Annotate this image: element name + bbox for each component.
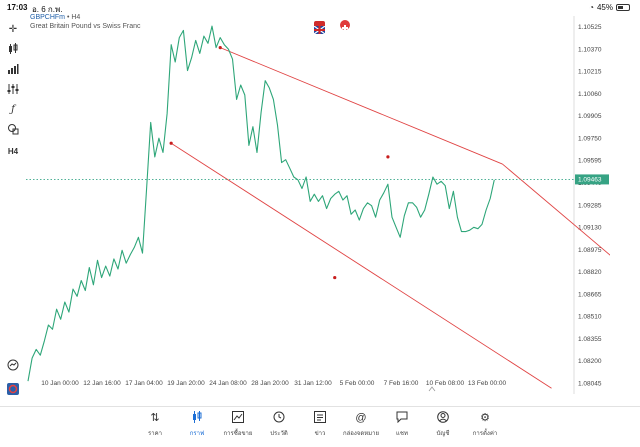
price-series-line bbox=[27, 25, 495, 382]
x-tick-label: 17 Jan 04:00 bbox=[125, 380, 163, 387]
gear-icon: ⚙ bbox=[480, 412, 490, 424]
x-tick-label: 7 Feb 16:00 bbox=[384, 380, 419, 387]
y-tick-label: 1.09285 bbox=[578, 202, 602, 209]
y-tick-label: 1.10215 bbox=[578, 69, 602, 76]
nav-label: บัญชี bbox=[436, 431, 450, 437]
battery-percent: 45% bbox=[596, 3, 613, 12]
trendline-anchor bbox=[169, 141, 173, 145]
nav-label: ข่าว bbox=[314, 431, 326, 437]
nav-accounts[interactable]: บัญชี bbox=[421, 411, 465, 438]
y-tick-label: 1.08820 bbox=[578, 269, 602, 276]
symbol-name: GBPCHFm bbox=[30, 14, 65, 21]
nav-label: ประวัติ bbox=[270, 431, 288, 437]
nav-label: การซื้อขาย bbox=[223, 431, 253, 437]
nav-label: แชท bbox=[396, 431, 408, 437]
status-date: อ. 6 ก.พ. bbox=[32, 5, 63, 14]
x-tick-label: 31 Jan 12:00 bbox=[294, 380, 332, 387]
timeframe-button[interactable]: H4 bbox=[7, 146, 19, 156]
gbp-flag-icon bbox=[313, 21, 326, 35]
chart-type-icon[interactable] bbox=[6, 42, 20, 56]
y-tick-label: 1.08510 bbox=[578, 314, 602, 321]
nav-label: กราฟ bbox=[189, 431, 205, 437]
symbol-timeframe: H4 bbox=[71, 14, 81, 21]
arrows-updown-icon: ⇅ bbox=[150, 412, 160, 424]
settings-sliders-icon[interactable] bbox=[6, 82, 20, 96]
trendline bbox=[170, 142, 552, 389]
scroll-marker-icon bbox=[428, 386, 436, 392]
current-price-box bbox=[575, 174, 609, 185]
chf-flag-icon bbox=[340, 20, 350, 31]
y-tick-label: 1.09905 bbox=[578, 113, 602, 120]
nav-mailbox[interactable]: @ กล่องจดหมาย bbox=[339, 411, 383, 438]
y-tick-label: 1.08200 bbox=[578, 358, 602, 365]
y-tick-label: 1.08045 bbox=[578, 381, 602, 388]
wifi-icon: ◔ bbox=[589, 3, 594, 12]
account-icon bbox=[421, 411, 465, 425]
nav-chart[interactable]: กราฟ bbox=[175, 411, 219, 438]
nav-label: การตั้งค่า bbox=[472, 431, 498, 437]
x-tick-label: 24 Jan 08:00 bbox=[209, 380, 247, 387]
x-tick-label: 12 Jan 16:00 bbox=[83, 380, 121, 387]
y-tick-label: 1.09750 bbox=[578, 135, 602, 142]
trendline bbox=[220, 47, 503, 165]
nav-label: ราคา bbox=[148, 431, 162, 437]
symbol-title: GBPCHFm • H4 bbox=[30, 14, 81, 21]
nav-settings[interactable]: ⚙ การตั้งค่า bbox=[463, 411, 507, 438]
x-tick-label: 5 Feb 00:00 bbox=[340, 380, 375, 387]
chat-icon bbox=[380, 411, 424, 425]
bottom-nav: ⇅ ราคา กราฟ การซื้อขาย ประวัติ ข่าว @ กล… bbox=[0, 406, 640, 447]
nav-news[interactable]: ข่าว bbox=[298, 411, 342, 438]
trendline-anchor bbox=[218, 46, 222, 50]
x-tick-label: 10 Jan 00:00 bbox=[41, 380, 79, 387]
crosshair-icon[interactable]: ✛ bbox=[8, 23, 18, 35]
candlestick-icon bbox=[175, 411, 219, 425]
trade-icon bbox=[216, 411, 260, 425]
trendline-anchor bbox=[333, 275, 337, 280]
function-icon[interactable]: ƒ bbox=[11, 103, 15, 115]
nav-trade[interactable]: การซื้อขาย bbox=[216, 411, 260, 438]
symbol-description: Great Britain Pound vs Swiss Franc bbox=[30, 23, 141, 30]
news-icon bbox=[298, 411, 342, 425]
y-tick-label: 1.09595 bbox=[578, 158, 602, 165]
y-tick-label: 1.10370 bbox=[578, 46, 602, 53]
x-tick-label: 13 Feb 00:00 bbox=[468, 380, 507, 387]
nav-history[interactable]: ประวัติ bbox=[257, 411, 301, 438]
nav-chat[interactable]: แชท bbox=[380, 411, 424, 438]
broker-logo-icon[interactable] bbox=[6, 382, 20, 396]
nav-quotes[interactable]: ⇅ ราคา bbox=[133, 411, 177, 438]
trendline-anchor bbox=[386, 155, 390, 159]
x-tick-label: 28 Jan 20:00 bbox=[251, 380, 289, 387]
zoom-icon[interactable] bbox=[6, 358, 20, 372]
y-tick-label: 1.08355 bbox=[578, 336, 602, 343]
status-time: 17:03 bbox=[7, 3, 28, 12]
history-icon bbox=[257, 411, 301, 425]
x-tick-label: 10 Feb 08:00 bbox=[426, 380, 465, 387]
left-toolbar: ✛ ƒ H4 bbox=[0, 16, 26, 406]
indicators-icon[interactable] bbox=[6, 62, 20, 76]
price-chart[interactable]: 1.10525 1.10370 1.10215 1.10060 1.09905 1.097… bbox=[26, 16, 610, 394]
status-right: ◔ 45% bbox=[589, 3, 630, 12]
battery-icon bbox=[616, 4, 630, 11]
y-tick-label: 1.08665 bbox=[578, 291, 602, 298]
y-tick-label: 1.08975 bbox=[578, 247, 602, 254]
chart-area[interactable]: 1.10525 1.10370 1.10215 1.10060 1.09905 1.097… bbox=[26, 16, 610, 394]
status-bar: 17:03 อ. 6 ก.พ. ◔ 45% bbox=[0, 0, 640, 14]
objects-icon[interactable] bbox=[6, 122, 20, 136]
at-icon: @ bbox=[355, 412, 367, 424]
y-tick-label: 1.10525 bbox=[578, 24, 602, 31]
y-tick-label: 1.10060 bbox=[578, 91, 602, 98]
y-tick-label: 1.09130 bbox=[578, 225, 602, 232]
current-price-label: 1.09463 bbox=[578, 177, 602, 184]
x-tick-label: 19 Jan 20:00 bbox=[167, 380, 205, 387]
nav-label: กล่องจดหมาย bbox=[342, 431, 380, 437]
